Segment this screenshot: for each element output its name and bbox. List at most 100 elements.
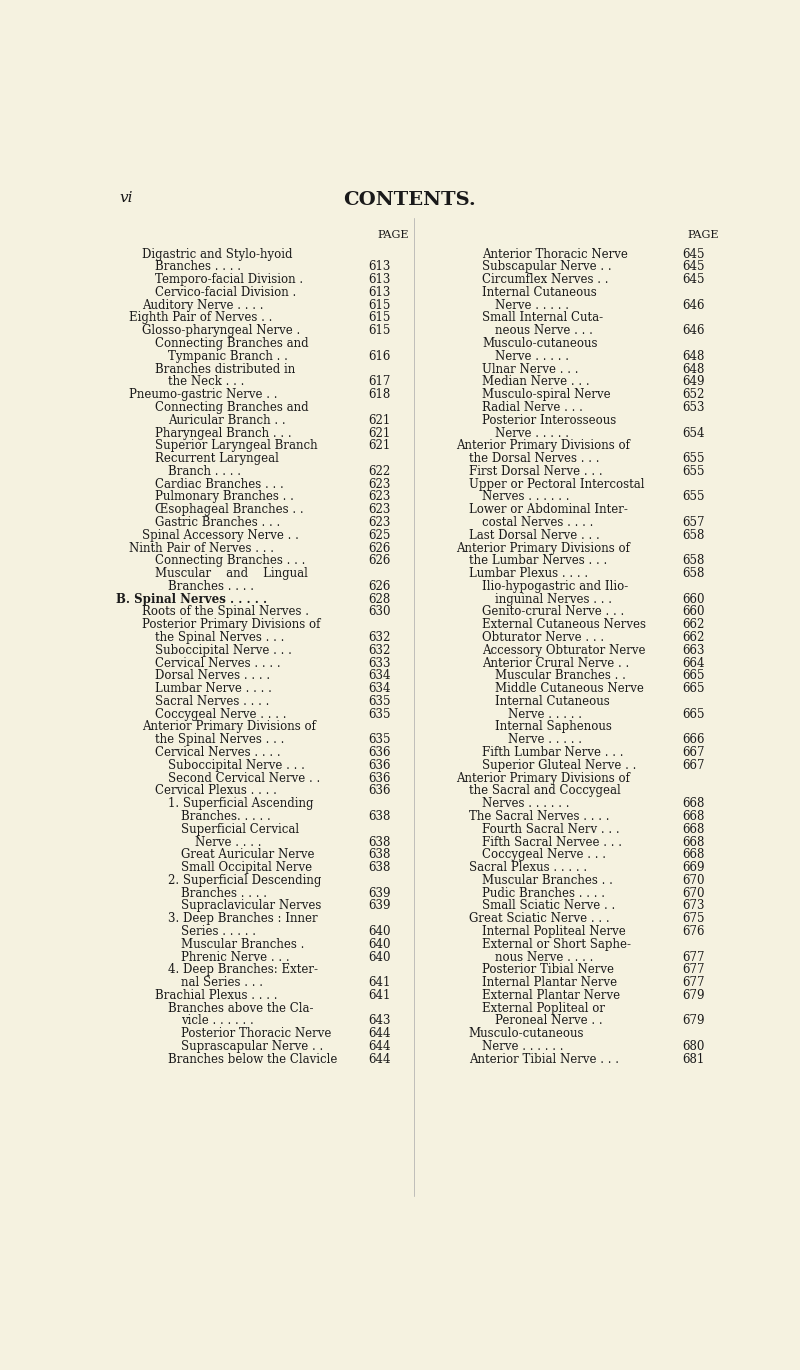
Text: The Sacral Nerves . . . .: The Sacral Nerves . . . . — [469, 810, 610, 823]
Text: Sacral Nerves . . . .: Sacral Nerves . . . . — [155, 695, 270, 708]
Text: 669: 669 — [682, 862, 705, 874]
Text: Superior Laryngeal Branch: Superior Laryngeal Branch — [155, 440, 318, 452]
Text: Anterior Primary Divisions of: Anterior Primary Divisions of — [456, 541, 630, 555]
Text: 625: 625 — [368, 529, 390, 541]
Text: 621: 621 — [368, 440, 390, 452]
Text: 667: 667 — [682, 747, 705, 759]
Text: Digastric and Stylo-hyoid: Digastric and Stylo-hyoid — [142, 248, 292, 260]
Text: 2. Superficial Descending: 2. Superficial Descending — [168, 874, 322, 886]
Text: 670: 670 — [682, 886, 705, 900]
Text: 660: 660 — [682, 593, 705, 606]
Text: Anterior Thoracic Nerve: Anterior Thoracic Nerve — [482, 248, 628, 260]
Text: Auricular Branch . .: Auricular Branch . . — [168, 414, 286, 426]
Text: Peroneal Nerve . .: Peroneal Nerve . . — [495, 1014, 603, 1028]
Text: inguinal Nerves . . .: inguinal Nerves . . . — [495, 593, 612, 606]
Text: Phrenic Nerve . . .: Phrenic Nerve . . . — [182, 951, 290, 963]
Text: Upper or Pectoral Intercostal: Upper or Pectoral Intercostal — [469, 478, 645, 490]
Text: 643: 643 — [368, 1014, 390, 1028]
Text: 615: 615 — [368, 311, 390, 325]
Text: 658: 658 — [682, 555, 705, 567]
Text: 644: 644 — [368, 1028, 390, 1040]
Text: Branch . . . .: Branch . . . . — [168, 464, 242, 478]
Text: Cervical Plexus . . . .: Cervical Plexus . . . . — [155, 785, 277, 797]
Text: 636: 636 — [368, 771, 390, 785]
Text: Temporo-facial Division .: Temporo-facial Division . — [155, 273, 303, 286]
Text: nous Nerve . . . .: nous Nerve . . . . — [495, 951, 594, 963]
Text: Cardiac Branches . . .: Cardiac Branches . . . — [155, 478, 284, 490]
Text: Internal Plantar Nerve: Internal Plantar Nerve — [482, 977, 618, 989]
Text: Branches distributed in: Branches distributed in — [155, 363, 295, 375]
Text: Nerve . . . . .: Nerve . . . . . — [509, 733, 582, 747]
Text: Subscapular Nerve . .: Subscapular Nerve . . — [482, 260, 612, 274]
Text: Great Auricular Nerve: Great Auricular Nerve — [182, 848, 315, 862]
Text: Supraclavicular Nerves: Supraclavicular Nerves — [182, 900, 322, 912]
Text: Internal Cutaneous: Internal Cutaneous — [495, 695, 610, 708]
Text: Lower or Abdominal Inter-: Lower or Abdominal Inter- — [469, 503, 628, 516]
Text: 636: 636 — [368, 785, 390, 797]
Text: the Spinal Nerves . . .: the Spinal Nerves . . . — [155, 632, 285, 644]
Text: 681: 681 — [682, 1052, 705, 1066]
Text: 618: 618 — [368, 388, 390, 401]
Text: External Cutaneous Nerves: External Cutaneous Nerves — [482, 618, 646, 632]
Text: 645: 645 — [682, 260, 705, 274]
Text: Branches . . . .: Branches . . . . — [155, 260, 241, 274]
Text: Anterior Primary Divisions of: Anterior Primary Divisions of — [142, 721, 316, 733]
Text: Obturator Nerve . . .: Obturator Nerve . . . — [482, 632, 604, 644]
Text: Fifth Sacral Nervee . . .: Fifth Sacral Nervee . . . — [482, 836, 622, 848]
Text: 641: 641 — [368, 977, 390, 989]
Text: 662: 662 — [682, 632, 705, 644]
Text: Nerve . . . . .: Nerve . . . . . — [495, 349, 570, 363]
Text: Accessory Obturator Nerve: Accessory Obturator Nerve — [482, 644, 646, 656]
Text: the Lumbar Nerves . . .: the Lumbar Nerves . . . — [469, 555, 607, 567]
Text: Middle Cutaneous Nerve: Middle Cutaneous Nerve — [495, 682, 644, 695]
Text: Anterior Tibial Nerve . . .: Anterior Tibial Nerve . . . — [469, 1052, 619, 1066]
Text: 665: 665 — [682, 670, 705, 682]
Text: Anterior Crural Nerve . .: Anterior Crural Nerve . . — [482, 656, 630, 670]
Text: Posterior Primary Divisions of: Posterior Primary Divisions of — [142, 618, 320, 632]
Text: Nerves . . . . . .: Nerves . . . . . . — [482, 797, 570, 810]
Text: 676: 676 — [682, 925, 705, 938]
Text: Musculo-spiral Nerve: Musculo-spiral Nerve — [482, 388, 610, 401]
Text: the Sacral and Coccygeal: the Sacral and Coccygeal — [469, 785, 621, 797]
Text: 662: 662 — [682, 618, 705, 632]
Text: Radial Nerve . . .: Radial Nerve . . . — [482, 401, 583, 414]
Text: Branches. . . . .: Branches. . . . . — [182, 810, 271, 823]
Text: Branches below the Clavicle: Branches below the Clavicle — [168, 1052, 338, 1066]
Text: 653: 653 — [682, 401, 705, 414]
Text: 646: 646 — [682, 325, 705, 337]
Text: External or Short Saphe-: External or Short Saphe- — [482, 938, 631, 951]
Text: vi: vi — [119, 192, 133, 206]
Text: Ninth Pair of Nerves . . .: Ninth Pair of Nerves . . . — [129, 541, 274, 555]
Text: 679: 679 — [682, 1014, 705, 1028]
Text: 668: 668 — [682, 810, 705, 823]
Text: 639: 639 — [368, 886, 390, 900]
Text: Sacral Plexus . . . . .: Sacral Plexus . . . . . — [469, 862, 587, 874]
Text: 1. Superficial Ascending: 1. Superficial Ascending — [168, 797, 314, 810]
Text: 658: 658 — [682, 529, 705, 541]
Text: Spinal Accessory Nerve . .: Spinal Accessory Nerve . . — [142, 529, 298, 541]
Text: 638: 638 — [368, 848, 390, 862]
Text: Cervical Nerves . . . .: Cervical Nerves . . . . — [155, 747, 281, 759]
Text: 623: 623 — [368, 478, 390, 490]
Text: Muscular Branches . .: Muscular Branches . . — [495, 670, 626, 682]
Text: 636: 636 — [368, 759, 390, 771]
Text: Gastric Branches . . .: Gastric Branches . . . — [155, 516, 280, 529]
Text: Nerves . . . . . .: Nerves . . . . . . — [482, 490, 570, 503]
Text: Second Cervical Nerve . .: Second Cervical Nerve . . — [168, 771, 321, 785]
Text: Nerve . . . . .: Nerve . . . . . — [509, 708, 582, 721]
Text: Eighth Pair of Nerves . .: Eighth Pair of Nerves . . — [129, 311, 272, 325]
Text: the Dorsal Nerves . . .: the Dorsal Nerves . . . — [469, 452, 599, 464]
Text: 623: 623 — [368, 503, 390, 516]
Text: Coccygeal Nerve . . .: Coccygeal Nerve . . . — [482, 848, 606, 862]
Text: Connecting Branches and: Connecting Branches and — [155, 401, 309, 414]
Text: Fourth Sacral Nerv . . .: Fourth Sacral Nerv . . . — [482, 823, 620, 836]
Text: 636: 636 — [368, 747, 390, 759]
Text: 668: 668 — [682, 848, 705, 862]
Text: 665: 665 — [682, 682, 705, 695]
Text: Small Sciatic Nerve . .: Small Sciatic Nerve . . — [482, 900, 615, 912]
Text: Internal Popliteal Nerve: Internal Popliteal Nerve — [482, 925, 626, 938]
Text: Recurrent Laryngeal: Recurrent Laryngeal — [155, 452, 279, 464]
Text: Branches . . . .: Branches . . . . — [182, 886, 267, 900]
Text: neous Nerve . . .: neous Nerve . . . — [495, 325, 593, 337]
Text: Branches . . . .: Branches . . . . — [168, 580, 254, 593]
